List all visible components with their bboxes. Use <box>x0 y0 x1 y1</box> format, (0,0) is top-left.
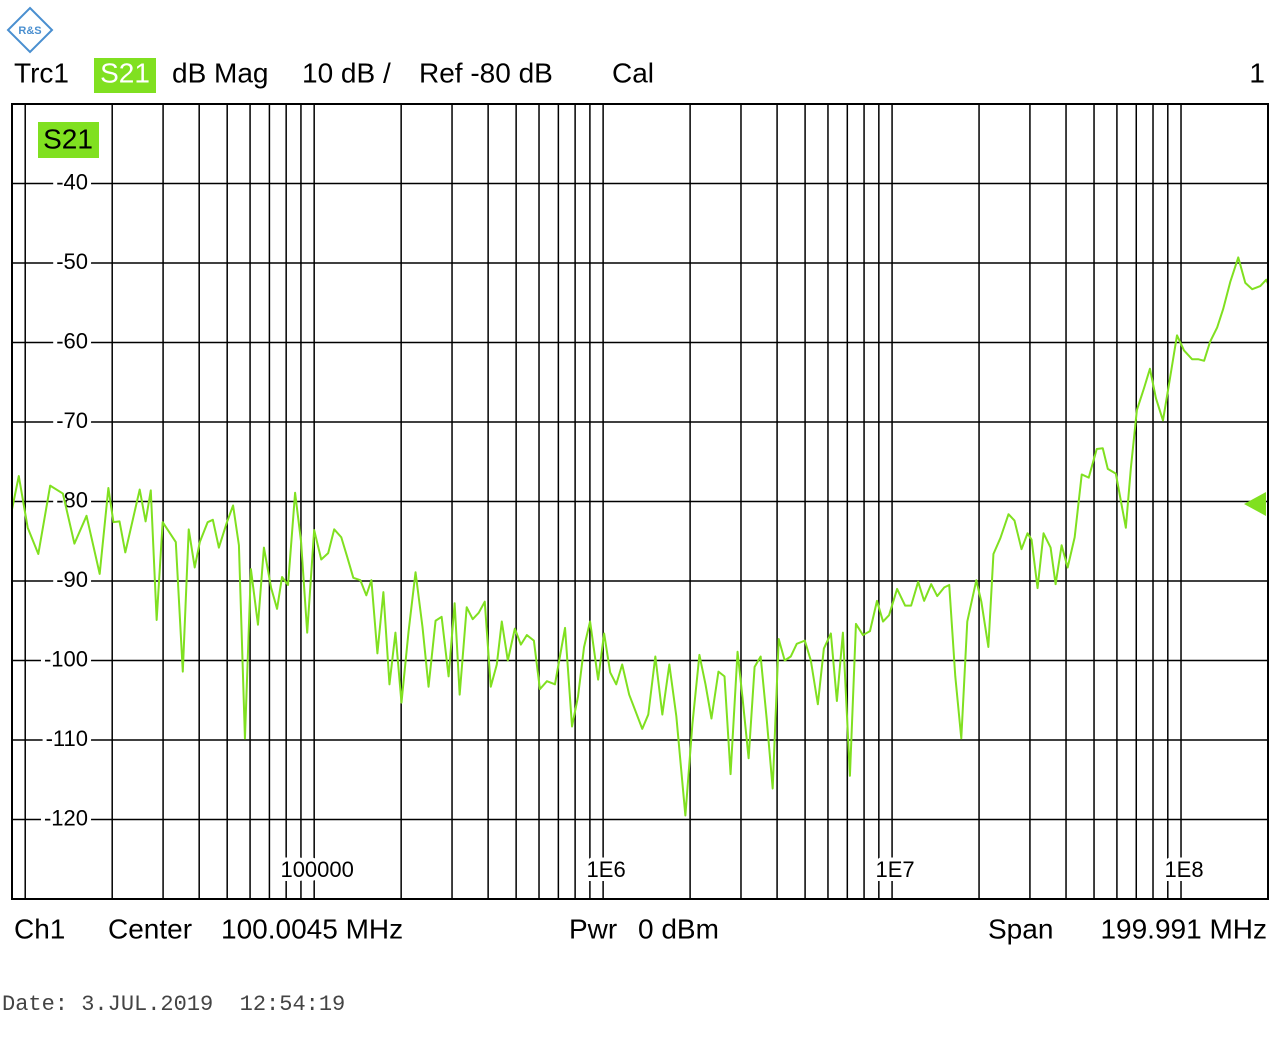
y-tick-label: -110 <box>46 726 88 751</box>
y-tick-label: -40 <box>56 169 88 194</box>
y-tick-label: -90 <box>56 567 88 592</box>
y-tick-label: -120 <box>44 805 88 830</box>
span-value: 199.991 MHz <box>1100 913 1267 944</box>
trace-label: Trc1 <box>14 57 69 88</box>
power-label: Pwr <box>569 913 617 944</box>
x-tick-label: 1E6 <box>587 857 626 882</box>
span-label: Span <box>988 913 1053 944</box>
y-tick-label: -70 <box>56 408 88 433</box>
center-label: Center <box>108 913 192 944</box>
y-tick-label: -50 <box>56 249 88 274</box>
parameter-label: S21 <box>100 57 150 88</box>
y-tick-label: -60 <box>56 328 88 353</box>
x-tick-label: 1E8 <box>1164 857 1203 882</box>
parameter-box <box>94 58 156 93</box>
y-tick-label: -100 <box>44 646 88 671</box>
ref-label: Ref -80 dB <box>419 57 553 88</box>
date-stamp: Date: 3.JUL.2019 12:54:19 <box>2 992 345 1017</box>
y-tick-label: -80 <box>56 487 88 512</box>
ref-marker <box>1244 492 1266 516</box>
scale-label: 10 dB / <box>302 57 391 88</box>
channel-number: 1 <box>1249 57 1265 88</box>
x-tick-label: 100000 <box>280 857 353 882</box>
format-label: dB Mag <box>172 57 269 88</box>
legend-box <box>38 122 99 158</box>
trace <box>12 256 1268 817</box>
cal-label: Cal <box>612 57 654 88</box>
channel-label: Ch1 <box>14 913 65 944</box>
center-value: 100.0045 MHz <box>221 913 403 944</box>
legend-label: S21 <box>43 123 93 154</box>
logo-diamond <box>6 6 54 54</box>
logo: R&S <box>6 6 54 54</box>
plot-border <box>11 103 1269 900</box>
power-value: 0 dBm <box>638 913 719 944</box>
x-tick-label: 1E7 <box>875 857 914 882</box>
logo-text: R&S <box>18 25 41 37</box>
plot: 100000 1E6 1E7 1E8 -40 -50 -60 -70 -80 -90 -100 -11… <box>12 104 1268 899</box>
